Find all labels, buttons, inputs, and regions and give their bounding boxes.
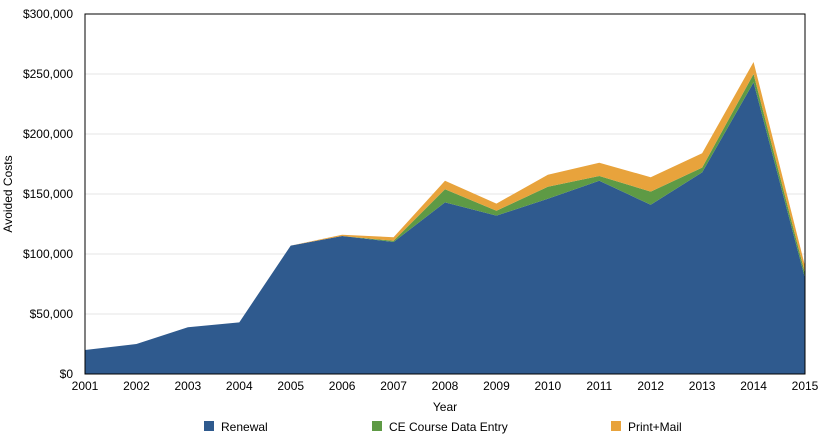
x-tick-label: 2001 [72, 379, 99, 393]
x-tick-label: 2004 [226, 379, 253, 393]
x-tick-label: 2012 [637, 379, 664, 393]
y-tick-label: $300,000 [23, 7, 73, 21]
legend: Renewal CE Course Data Entry Print+Mail [204, 420, 682, 434]
y-tick-label: $100,000 [23, 247, 73, 261]
y-tick-label: $150,000 [23, 187, 73, 201]
legend-label: CE Course Data Entry [389, 420, 508, 434]
y-axis-title: Avoided Costs [1, 155, 15, 232]
series-areas [85, 62, 805, 375]
x-tick-label: 2002 [123, 379, 150, 393]
legend-swatch [372, 421, 382, 431]
x-tick-label: 2010 [535, 379, 562, 393]
x-tick-label: 2013 [689, 379, 716, 393]
plot-frame [84, 13, 806, 375]
x-tick-label: 2003 [175, 379, 202, 393]
x-axis-title: Year [433, 400, 457, 414]
x-tick-label: 2008 [432, 379, 459, 393]
legend-swatch [611, 421, 621, 431]
x-tick-label: 2005 [277, 379, 304, 393]
y-tick-label: $50,000 [30, 307, 74, 321]
legend-label: Print+Mail [628, 420, 682, 434]
y-axis-tick-labels: $0 $50,000 $100,000 $150,000 $200,000 $250,00… [23, 7, 73, 381]
legend-label: Renewal [221, 420, 268, 434]
legend-item-1: CE Course Data Entry [372, 420, 508, 434]
y-tick-label: $250,000 [23, 67, 73, 81]
x-tick-label: 2007 [380, 379, 407, 393]
legend-item-0: Renewal [204, 420, 268, 434]
legend-swatch [204, 421, 214, 431]
x-tick-label: 2011 [586, 379, 612, 393]
x-tick-label: 2015 [792, 379, 818, 393]
x-tick-label: 2014 [740, 379, 767, 393]
area-series-0 [85, 82, 805, 375]
x-tick-label: 2006 [329, 379, 356, 393]
legend-item-2: Print+Mail [611, 420, 682, 434]
x-axis-tick-labels: 2001 2002 2003 2004 2005 2006 2007 2008 2009 2010… [72, 379, 818, 393]
y-tick-label: $0 [60, 367, 74, 381]
y-tick-label: $200,000 [23, 127, 73, 141]
x-tick-label: 2009 [483, 379, 510, 393]
